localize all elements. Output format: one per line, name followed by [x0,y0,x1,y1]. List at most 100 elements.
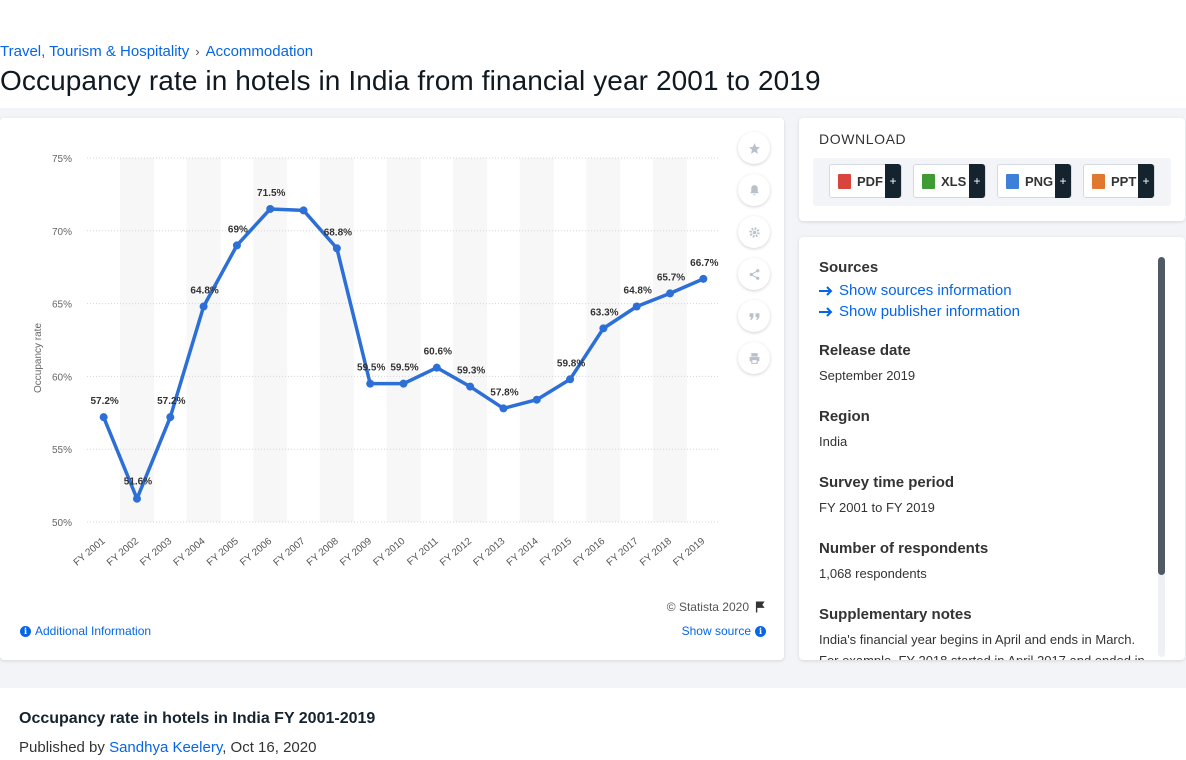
x-tick-label: FY 2012 [438,536,474,569]
author-link[interactable]: Sandhya Keelery [109,739,223,756]
download-png-plus[interactable]: + [1055,164,1071,198]
notes-heading: Supplementary notes [819,606,972,623]
arrow-right-icon [819,285,833,296]
publication-byline: Published by Sandhya Keelery, Oct 16, 20… [19,739,316,756]
data-point [399,379,408,388]
breadcrumb: Travel, Tourism & Hospitality › Accommod… [0,43,313,60]
x-tick-label: FY 2013 [471,536,507,569]
info-icon: i [755,625,766,637]
xls-file-icon [922,173,935,189]
data-label: 69% [228,224,248,235]
breadcrumb-item-accommodation[interactable]: Accommodation [205,43,314,60]
details-card: Sources Show sources information Show pu… [799,237,1185,660]
bell-icon [749,184,759,195]
survey-period-value: FY 2001 to FY 2019 [819,500,935,515]
region-value: India [819,434,848,449]
notes-value: India's financial year begins in April a… [819,632,1145,660]
x-tick-label: FY 2002 [105,536,141,569]
star-icon [748,142,760,154]
cite-button[interactable] [738,300,770,332]
x-tick-label: FY 2017 [605,536,641,569]
x-tick-label: FY 2009 [338,536,374,569]
data-point [366,379,375,388]
x-tick-label: FY 2014 [505,536,541,569]
pdf-file-icon [838,173,851,189]
settings-button[interactable] [738,216,770,248]
data-label: 63.3% [590,307,618,318]
release-date-heading: Release date [819,342,911,359]
flag-icon[interactable] [755,601,766,613]
print-button[interactable] [738,342,770,374]
data-point [166,413,175,422]
download-xls-button[interactable]: XLS + [913,164,986,198]
data-point [699,274,708,283]
notification-button[interactable] [738,174,770,206]
data-point [332,244,341,253]
column-band [386,158,421,522]
region-heading: Region [819,408,870,425]
data-point [532,395,541,404]
info-icon: i [20,625,31,637]
data-label: 57.8% [490,387,518,398]
arrow-right-icon [819,306,833,317]
data-label: 59.3% [457,366,485,377]
data-label: 59.8% [557,358,585,369]
column-band [586,158,621,522]
y-tick-label: 50% [52,518,72,529]
download-ppt-button[interactable]: PPT + [1083,164,1155,198]
show-publisher-link[interactable]: Show publisher information [819,303,1149,320]
published-by-label: Published by [19,739,105,756]
data-label: 64.8% [190,286,218,297]
show-sources-link[interactable]: Show sources information [819,282,1149,299]
x-tick-label: FY 2016 [571,536,607,569]
show-sources-label: Show sources information [839,282,1012,299]
share-button[interactable] [738,258,770,290]
download-buttons: PDF + XLS + PNG + PPT + [813,158,1171,206]
x-tick-label: FY 2004 [172,536,208,569]
x-tick-label: FY 2005 [205,536,241,569]
download-xls-plus[interactable]: + [969,164,985,198]
download-ppt-plus[interactable]: + [1138,164,1154,198]
y-tick-label: 55% [52,445,72,456]
ppt-file-icon [1092,173,1105,189]
download-pdf-button[interactable]: PDF + [829,164,902,198]
chart-card: 50% 55% 60% 65% 70% 75% Occupancy rate FY 2001 F… [0,118,784,660]
show-source-label: Show source [681,624,751,638]
chart-tools [738,132,770,374]
publication-card: Occupancy rate in hotels in India FY 200… [0,688,1186,760]
column-band [119,158,154,522]
y-tick-label: 65% [52,300,72,311]
breadcrumb-item-travel[interactable]: Travel, Tourism & Hospitality [0,43,190,60]
data-label: 65.7% [657,272,685,283]
column-band [519,158,554,522]
x-tick-label: FY 2008 [305,536,341,569]
sources-heading: Sources [819,259,879,276]
data-point [466,382,475,391]
data-point [232,241,241,250]
favorite-button[interactable] [738,132,770,164]
breadcrumb-separator: › [195,44,200,59]
data-label: 57.2% [90,396,118,407]
show-source-link[interactable]: Show source i [682,624,766,638]
publication-date: , Oct 16, 2020 [222,739,317,756]
data-point [666,289,675,298]
additional-information-label: Additional Information [35,624,152,638]
download-pdf-plus[interactable]: + [885,164,901,198]
details-scrollbar-thumb[interactable] [1158,257,1165,575]
y-tick-label: 75% [52,154,72,165]
additional-information-link[interactable]: i Additional Information [20,624,151,638]
png-file-icon [1006,173,1019,189]
x-tick-label: FY 2007 [272,536,308,569]
copyright-text: © Statista 2020 [666,600,749,614]
data-label: 57.2% [157,396,185,407]
data-label: 66.7% [690,258,718,269]
data-label: 64.8% [624,286,652,297]
download-png-button[interactable]: PNG + [997,164,1072,198]
data-label: 59.5% [357,363,385,374]
data-label: 68.8% [324,227,352,238]
x-tick-label: FY 2015 [538,536,574,569]
download-card: DOWNLOAD PDF + XLS + PNG + PPT + [799,118,1185,221]
data-label: 60.6% [424,347,452,358]
data-point [99,413,108,422]
